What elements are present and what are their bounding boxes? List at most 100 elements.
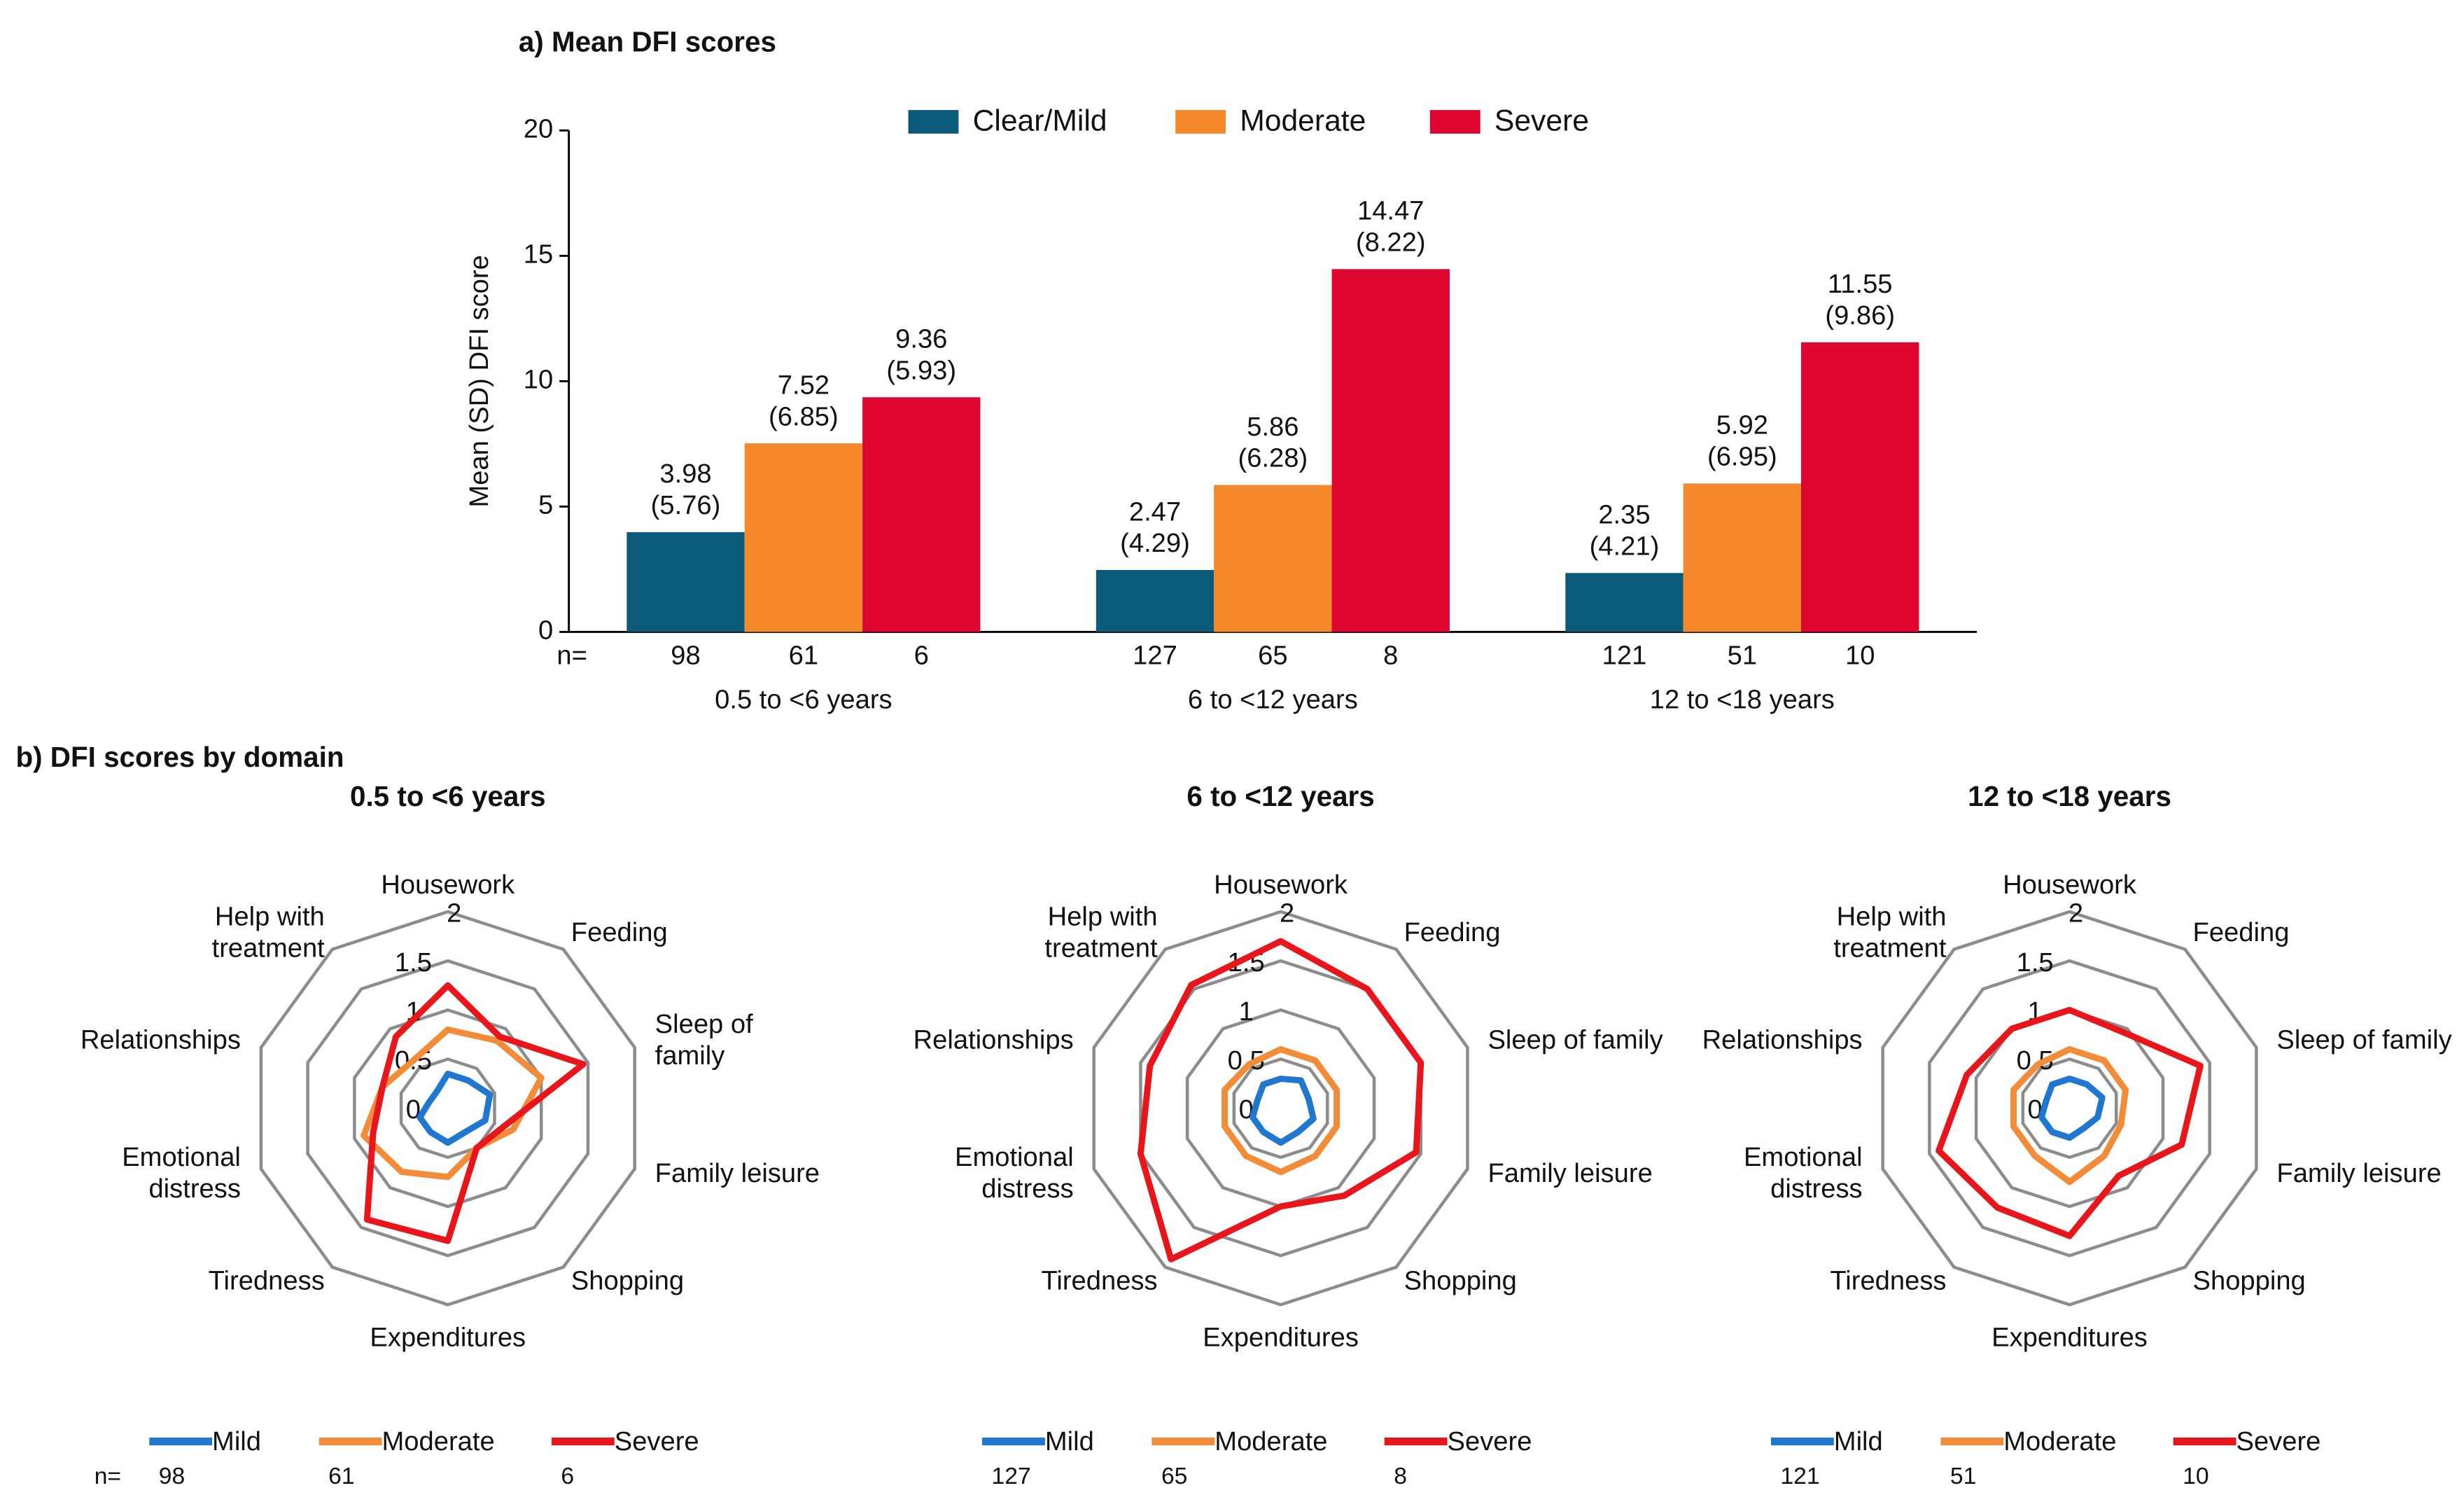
n-value: 61 [789,640,818,670]
axis-label: Feeding [1404,917,1501,947]
axis-label: Expenditures [1203,1323,1359,1353]
chart-title: 12 to <18 years [1968,780,2171,812]
n-value: 6 [561,1463,574,1489]
legend-label: Severe [1448,1426,1532,1456]
axis-label: Help with treatment [1044,901,1158,963]
legend-label: Severe [2236,1426,2320,1456]
data-label: 7.52 [778,370,830,400]
axis-label: Housework [2003,870,2137,900]
axis-label: Help with treatment [212,901,326,963]
axis-label: Relationships [913,1025,1074,1055]
grid-ring [1092,910,1469,1307]
axis-label: Emotional distress [1744,1142,1863,1204]
axis-label: Feeding [2193,917,2290,947]
sd-value: 6.85 [778,401,830,431]
grid-ring [353,1008,543,1209]
data-label: 2.35 [1598,500,1650,530]
grid-ring [1881,910,2258,1307]
bar [862,397,981,632]
n-value: 98 [671,640,700,670]
sd-label: (8.22) [1356,227,1426,257]
axis-label: Sleep of family [655,1009,753,1071]
chart-title: 6 to <12 years [1186,780,1374,812]
n-value: 8 [1394,1463,1407,1489]
legend-swatch [1429,110,1480,134]
y-tick-label: 0 [538,616,553,646]
data-label: 3.98 [659,459,711,489]
y-tick-label: 15 [524,239,553,269]
n-value: 65 [1258,640,1287,670]
axis-label: Relationships [80,1025,241,1055]
axis-label: Expenditures [1991,1323,2148,1353]
sd-value: 5.76 [659,490,711,520]
r-tick-label: 2 [2068,898,2083,929]
radar-line [1250,1076,1317,1146]
grid-ring [1928,959,2211,1258]
y-axis-label: Mean (SD) DFI score [464,255,494,507]
n-value: 121 [1780,1463,1819,1489]
n-value: 10 [1845,640,1875,670]
sd-label: (6.28) [1238,443,1308,473]
legend-label: Severe [1494,104,1589,137]
grid-ring [2021,1057,2118,1160]
sd-value: 5.93 [895,355,947,385]
grid-ring [1185,1008,1376,1209]
n-value: 8 [1383,640,1398,670]
sd-label: (6.85) [769,401,839,431]
chart-title: a) Mean DFI scores [519,26,776,58]
legend-label: Mild [1834,1426,1883,1456]
grid-ring [1974,1008,2165,1209]
n-value: 65 [1161,1463,1187,1489]
sd-label: (5.93) [886,355,956,385]
axis-label: Relationships [1702,1025,1863,1055]
axis-label: Emotional distress [122,1142,241,1204]
sd-value: 8.22 [1365,227,1417,257]
data-label: 2.47 [1129,496,1181,527]
radar-line [1222,1045,1340,1176]
axis-label: Sleep of family [1488,1025,1662,1055]
legend-label: Clear/Mild [973,104,1107,137]
n-value: 51 [1728,640,1757,670]
sd-label: (9.86) [1825,300,1895,331]
bar [1096,570,1214,632]
r-tick-label: 1 [1239,996,1254,1027]
radar-line [1137,938,1424,1263]
r-tick-label: 2 [447,898,461,929]
x-tick-label: 6 to <12 years [1188,684,1358,714]
panel-b-title: b) DFI scores by domain [15,741,344,773]
n-value: 127 [1133,640,1177,670]
bar [1801,342,1919,632]
data-label: 11.55 [1828,269,1893,299]
n-value: 98 [159,1463,185,1489]
n-value: 121 [1602,640,1647,670]
legend-label: Moderate [1214,1426,1327,1456]
legend-label: Moderate [2003,1426,2116,1456]
axis-label: Housework [1214,870,1348,900]
sd-value: 4.21 [1598,531,1650,561]
data-label: 5.86 [1247,412,1298,442]
sd-value: 6.95 [1716,442,1768,472]
legend-label: Moderate [382,1426,495,1456]
axis-label: Shopping [571,1266,684,1296]
sd-value: 9.86 [1834,300,1886,331]
axis-label: Sleep of family [2276,1025,2451,1055]
n-value: 51 [1950,1463,1976,1489]
data-label: 5.92 [1716,410,1768,440]
n-value: 10 [2183,1463,2208,1489]
legend-label: Mild [212,1426,261,1456]
data-label: 14.47 [1357,196,1424,226]
axis-label: Shopping [2193,1266,2306,1296]
radar-line [2010,1045,2129,1185]
axis-label: Tiredness [1830,1266,1946,1296]
n-value: 61 [328,1463,354,1489]
data-label: 9.36 [895,324,947,354]
legend-label: Mild [1045,1426,1094,1456]
bar [626,531,745,632]
sd-label: (4.29) [1120,528,1190,558]
n-value: 127 [992,1463,1031,1489]
bar [744,443,863,632]
grid-ring [399,1057,496,1160]
sd-label: (5.76) [651,490,721,520]
legend-label: Severe [615,1426,699,1456]
